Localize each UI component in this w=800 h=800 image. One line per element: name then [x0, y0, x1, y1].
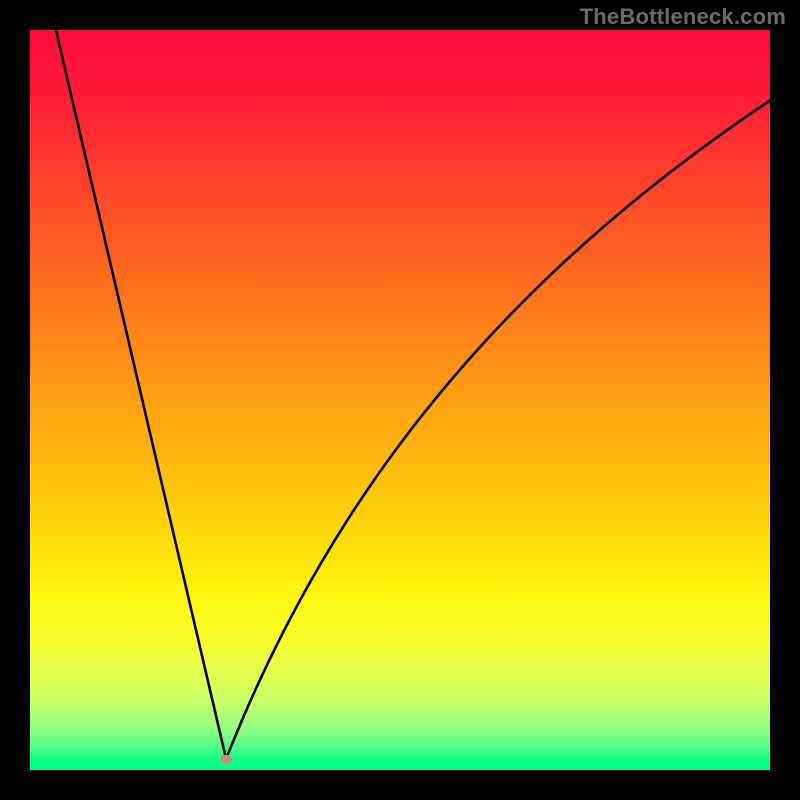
plot-area	[30, 30, 770, 770]
curve-overlay	[30, 30, 770, 770]
watermark: TheBottleneck.com	[580, 4, 786, 30]
optimal-point-marker	[220, 755, 232, 763]
bottleneck-curve	[56, 30, 770, 759]
chart-root: TheBottleneck.com	[0, 0, 800, 800]
